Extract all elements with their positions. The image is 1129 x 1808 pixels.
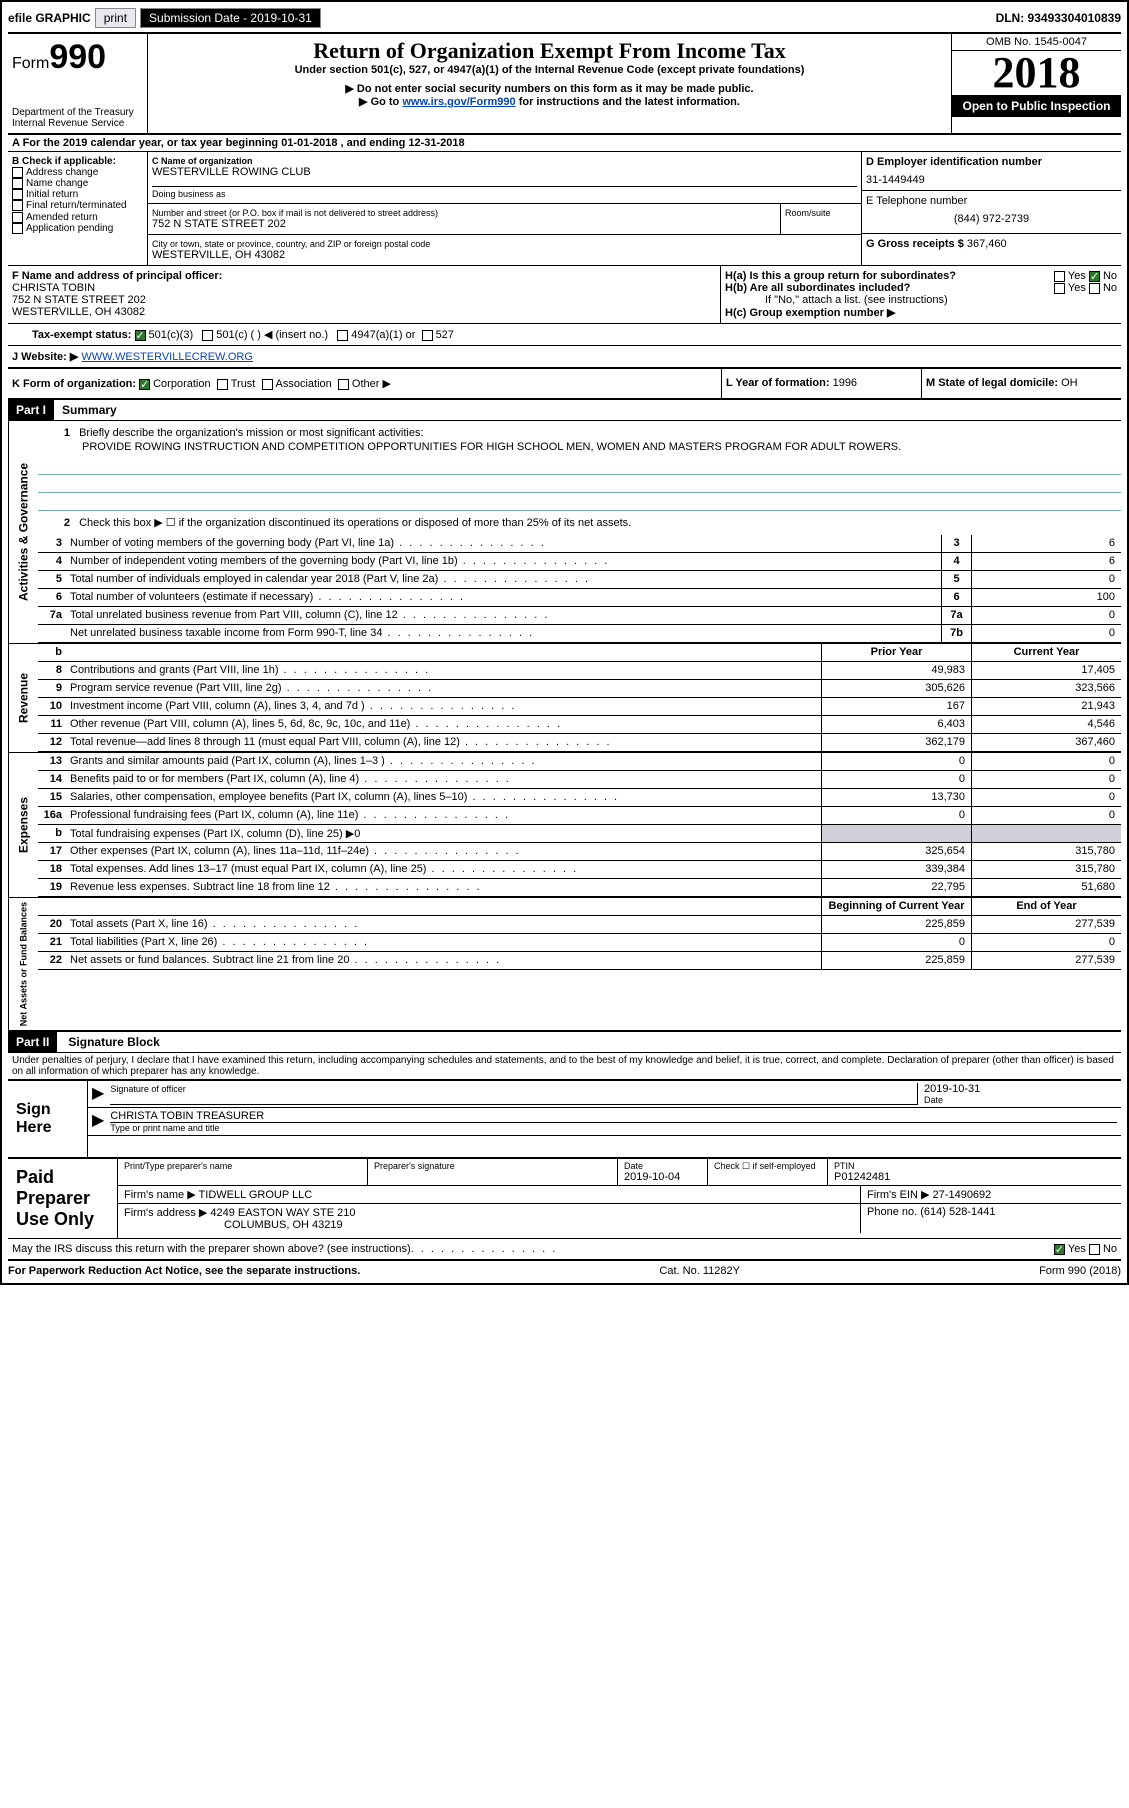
row-i: Tax-exempt status: 501(c)(3) 501(c) ( ) … (8, 324, 1121, 346)
table-row: 20Total assets (Part X, line 16)225,8592… (38, 916, 1121, 934)
table-row: 19Revenue less expenses. Subtract line 1… (38, 879, 1121, 897)
print-button[interactable]: print (95, 8, 136, 28)
net-assets-section: Net Assets or Fund Balances Beginning of… (8, 898, 1121, 1032)
table-row: 18Total expenses. Add lines 13–17 (must … (38, 861, 1121, 879)
table-row: 10Investment income (Part VIII, column (… (38, 698, 1121, 716)
checkbox-discuss-no[interactable] (1089, 1244, 1100, 1255)
col-d-e-g: D Employer identification number 31-1449… (861, 152, 1121, 265)
org-name: WESTERVILLE ROWING CLUB (152, 166, 857, 178)
org-address: 752 N STATE STREET 202 (152, 218, 776, 230)
checkbox-corporation[interactable] (139, 379, 150, 390)
col-b: B Check if applicable: Address change Na… (8, 152, 148, 265)
table-row: 4Number of independent voting members of… (38, 553, 1121, 571)
table-row: 12Total revenue—add lines 8 through 11 (… (38, 734, 1121, 752)
row-klm: K Form of organization: Corporation Trus… (8, 369, 1121, 400)
checkbox-name-change[interactable] (12, 178, 23, 189)
checkbox-amended[interactable] (12, 212, 23, 223)
title-block: Return of Organization Exempt From Incom… (148, 34, 951, 133)
col-h: H(a) Is this a group return for subordin… (721, 266, 1121, 323)
gross-receipts: 367,460 (967, 238, 1007, 250)
row-j: J Website: ▶ WWW.WESTERVILLECREW.ORG (8, 346, 1121, 369)
table-row: 13Grants and similar amounts paid (Part … (38, 753, 1121, 771)
part2-header: Part II Signature Block (8, 1032, 1121, 1052)
checkbox-pending[interactable] (12, 223, 23, 234)
mission-text: PROVIDE ROWING INSTRUCTION AND COMPETITI… (46, 441, 1113, 453)
website-link[interactable]: WWW.WESTERVILLECREW.ORG (81, 351, 253, 363)
dln: DLN: 93493304010839 (996, 11, 1121, 25)
table-row: bTotal fundraising expenses (Part IX, co… (38, 825, 1121, 843)
form-id-block: Form990 Department of the Treasury Inter… (8, 34, 148, 133)
table-row: 3Number of voting members of the governi… (38, 535, 1121, 553)
table-row: Net unrelated business taxable income fr… (38, 625, 1121, 643)
page-title: Return of Organization Exempt From Incom… (152, 38, 947, 64)
footer: For Paperwork Reduction Act Notice, see … (8, 1259, 1121, 1277)
org-city: WESTERVILLE, OH 43082 (152, 249, 857, 261)
col-f: F Name and address of principal officer:… (8, 266, 721, 323)
dept-label: Department of the Treasury Internal Reve… (12, 107, 143, 129)
paid-preparer-block: Paid Preparer Use Only Print/Type prepar… (8, 1157, 1121, 1238)
phone: (844) 972-2739 (866, 213, 1117, 225)
table-row: 15Salaries, other compensation, employee… (38, 789, 1121, 807)
efile-label: efile GRAPHIC (8, 11, 91, 25)
table-row: 7aTotal unrelated business revenue from … (38, 607, 1121, 625)
expenses-section: Expenses 13Grants and similar amounts pa… (8, 753, 1121, 898)
table-row: 11Other revenue (Part VIII, column (A), … (38, 716, 1121, 734)
checkbox-address-change[interactable] (12, 167, 23, 178)
checkbox-final-return[interactable] (12, 200, 23, 211)
tax-year-row: A For the 2019 calendar year, or tax yea… (8, 135, 1121, 152)
checkbox-501c3[interactable] (135, 330, 146, 341)
ein: 31-1449449 (866, 174, 1117, 186)
table-row: 17Other expenses (Part IX, column (A), l… (38, 843, 1121, 861)
col-c: C Name of organization WESTERVILLE ROWIN… (148, 152, 861, 265)
table-row: 5Total number of individuals employed in… (38, 571, 1121, 589)
discuss-row: May the IRS discuss this return with the… (8, 1238, 1121, 1259)
perjury-declaration: Under penalties of perjury, I declare th… (8, 1052, 1121, 1079)
instructions-link[interactable]: www.irs.gov/Form990 (402, 96, 515, 108)
table-row: 6Total number of volunteers (estimate if… (38, 589, 1121, 607)
section-b-to-g: B Check if applicable: Address change Na… (8, 152, 1121, 266)
arrow-icon: ▶ (92, 1083, 104, 1105)
table-row: 14Benefits paid to or for members (Part … (38, 771, 1121, 789)
table-row: 22Net assets or fund balances. Subtract … (38, 952, 1121, 970)
sign-here-block: Sign Here ▶ Signature of officer 2019-10… (8, 1079, 1121, 1157)
table-row: 8Contributions and grants (Part VIII, li… (38, 662, 1121, 680)
checkbox-initial-return[interactable] (12, 189, 23, 200)
section-f-h: F Name and address of principal officer:… (8, 266, 1121, 324)
submission-date-label: Submission Date - 2019-10-31 (140, 8, 321, 28)
table-row: 16aProfessional fundraising fees (Part I… (38, 807, 1121, 825)
topbar: efile GRAPHIC print Submission Date - 20… (8, 8, 1121, 34)
year-block: OMB No. 1545-0047 2018 Open to Public In… (951, 34, 1121, 133)
table-row: 9Program service revenue (Part VIII, lin… (38, 680, 1121, 698)
form-990-page: efile GRAPHIC print Submission Date - 20… (0, 0, 1129, 1285)
activities-governance: Activities & Governance 1 Briefly descri… (8, 421, 1121, 644)
arrow-icon: ▶ (92, 1110, 104, 1133)
part1-header: Part I Summary (8, 400, 1121, 421)
checkbox-discuss-yes[interactable] (1054, 1244, 1065, 1255)
revenue-section: Revenue b Prior Year Current Year 8Contr… (8, 644, 1121, 753)
form-header: Form990 Department of the Treasury Inter… (8, 34, 1121, 135)
table-row: 21Total liabilities (Part X, line 26)00 (38, 934, 1121, 952)
